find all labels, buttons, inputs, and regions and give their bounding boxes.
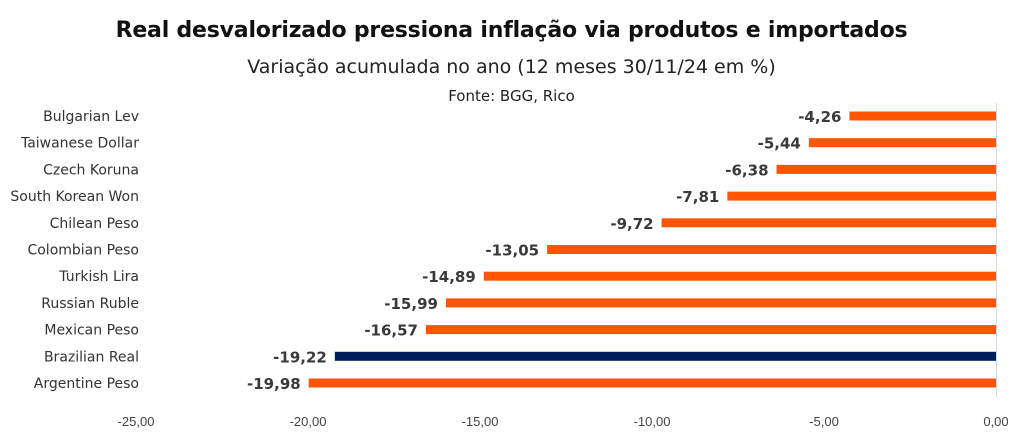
- data-label: -14,89: [422, 268, 476, 286]
- data-label: -16,57: [364, 322, 418, 340]
- x-tick-label: -5,00: [809, 414, 839, 429]
- category-label: Russian Ruble: [41, 296, 139, 312]
- category-label: Czech Koruna: [43, 162, 139, 178]
- x-axis-ticks: -25,00 -20,00 -15,00 -10,00 -5,00 0,00: [118, 414, 1009, 429]
- bar-bulgarian-lev: [849, 111, 996, 121]
- bar-south-korean-won: [727, 191, 996, 201]
- data-label: -6,38: [725, 161, 768, 179]
- category-label: Brazilian Real: [44, 349, 139, 365]
- category-label: Argentine Peso: [34, 376, 139, 392]
- chart-subtitle: Variação acumulada no ano (12 meses 30/1…: [247, 56, 776, 78]
- x-tick-label: -20,00: [290, 414, 327, 429]
- category-label: Chilean Peso: [50, 216, 139, 232]
- data-label: -4,26: [798, 108, 841, 126]
- bar-russian-ruble: [445, 298, 997, 308]
- category-labels: Bulgarian Lev Taiwanese Dollar Czech Korun…: [10, 109, 139, 392]
- data-label: -13,05: [485, 242, 539, 260]
- category-label: Taiwanese Dollar: [20, 136, 139, 152]
- bar-argentine-peso: [308, 378, 996, 388]
- x-tick-label: 0,00: [983, 414, 1008, 429]
- bar-mexican-peso: [425, 325, 996, 335]
- category-label: Colombian Peso: [27, 243, 139, 259]
- category-label: Mexican Peso: [44, 323, 139, 339]
- bar-colombian-peso: [547, 245, 996, 254]
- bar-turkish-lira: [483, 271, 996, 281]
- data-label: -15,99: [384, 295, 438, 313]
- category-label: Bulgarian Lev: [43, 109, 139, 125]
- category-label: South Korean Won: [10, 189, 139, 205]
- data-label: -7,81: [676, 188, 719, 206]
- data-label: -19,22: [273, 348, 327, 366]
- category-label: Turkish Lira: [58, 269, 139, 285]
- data-label: -5,44: [758, 135, 801, 153]
- bars-layer: [308, 111, 997, 388]
- data-label: -19,98: [247, 375, 301, 393]
- x-tick-label: -10,00: [634, 414, 671, 429]
- x-tick-label: -25,00: [118, 414, 155, 429]
- bar-czech-koruna: [776, 164, 996, 174]
- value-labels: -4,26 -5,44 -6,38 -7,81 -9,72 -13,05 -14,89 -15…: [247, 108, 841, 393]
- x-tick-label: -15,00: [462, 414, 499, 429]
- bar-brazilian-real: [334, 351, 996, 361]
- chart-title: Real desvalorizado pressiona inflação vi…: [115, 18, 908, 43]
- data-label: -9,72: [610, 215, 653, 233]
- bar-chilean-peso: [661, 218, 996, 228]
- chart-source: Fonte: BGG, Rico: [448, 87, 575, 105]
- bar-taiwanese-dollar: [808, 138, 996, 148]
